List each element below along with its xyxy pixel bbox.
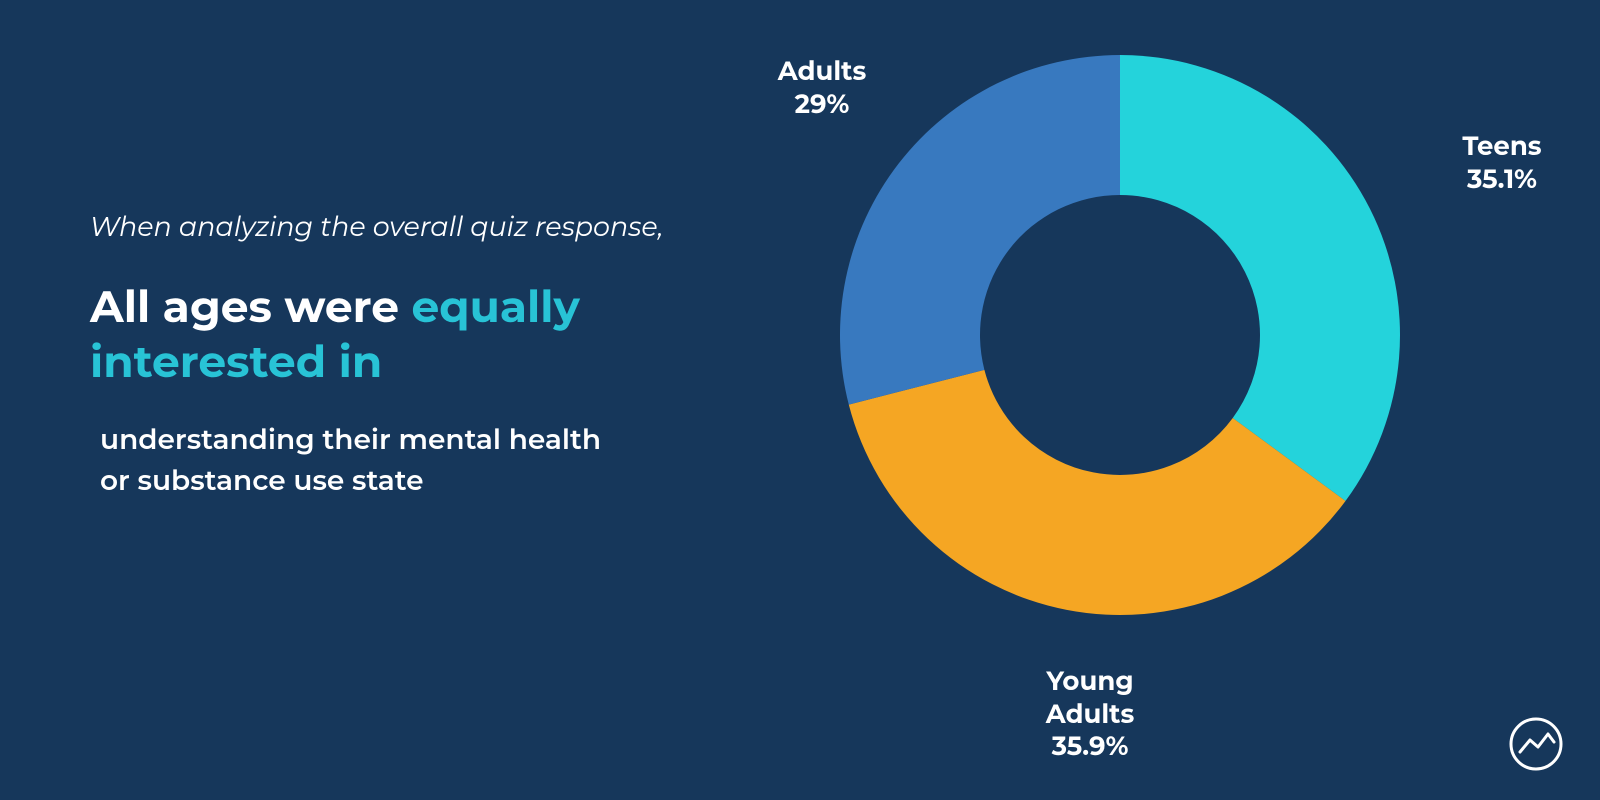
label-teens: Teens 35.1% [1432, 130, 1572, 195]
intro-text: When analyzing the overall quiz response… [90, 210, 710, 243]
label-adults-name: Adults [742, 55, 902, 88]
headline-plain: All ages were [90, 280, 411, 334]
subline-text: understanding their mental health or sub… [100, 420, 720, 501]
label-adults: Adults 29% [742, 55, 902, 120]
label-young-name-l1: Young [990, 665, 1190, 698]
brand-logo-icon [1508, 716, 1564, 772]
donut-chart [820, 35, 1420, 635]
subline-line-1: understanding their mental health [100, 420, 720, 461]
donut-svg [820, 35, 1420, 635]
label-adults-value: 29% [742, 88, 902, 121]
subline-line-2: or substance use state [100, 461, 720, 502]
infographic-canvas: When analyzing the overall quiz response… [0, 0, 1600, 800]
headline-text: All ages were equally interested in [90, 280, 710, 390]
donut-segment-teens [1120, 55, 1400, 501]
label-teens-value: 35.1% [1432, 163, 1572, 196]
label-teens-name: Teens [1432, 130, 1572, 163]
label-young-adults: Young Adults 35.9% [990, 665, 1190, 763]
label-young-value: 35.9% [990, 730, 1190, 763]
label-young-name-l2: Adults [990, 698, 1190, 731]
